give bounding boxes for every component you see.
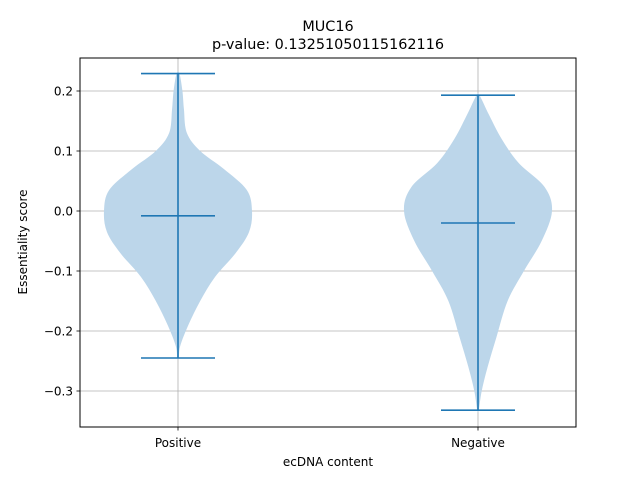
y-tick-label: −0.1 [44, 265, 73, 279]
x-axis-label: ecDNA content [283, 455, 373, 469]
y-tick-label: −0.3 [44, 385, 73, 399]
chart-subtitle: p-value: 0.13251050115162116 [212, 37, 444, 53]
x-tick-label: Positive [155, 436, 201, 450]
y-axis-ticks: −0.3 −0.2 −0.1 0.0 0.1 0.2 [44, 85, 80, 399]
y-tick-label: 0.0 [54, 205, 73, 219]
y-tick-label: −0.2 [44, 325, 73, 339]
y-axis-label: Essentiality score [16, 190, 30, 295]
violin-series [103, 71, 553, 413]
y-tick-label: 0.2 [54, 85, 73, 99]
x-axis-ticks: Positive Negative [155, 427, 505, 450]
y-tick-label: 0.1 [54, 145, 73, 159]
x-tick-label: Negative [451, 436, 505, 450]
chart-title: MUC16 [302, 19, 353, 35]
plot-frame [79, 57, 577, 428]
